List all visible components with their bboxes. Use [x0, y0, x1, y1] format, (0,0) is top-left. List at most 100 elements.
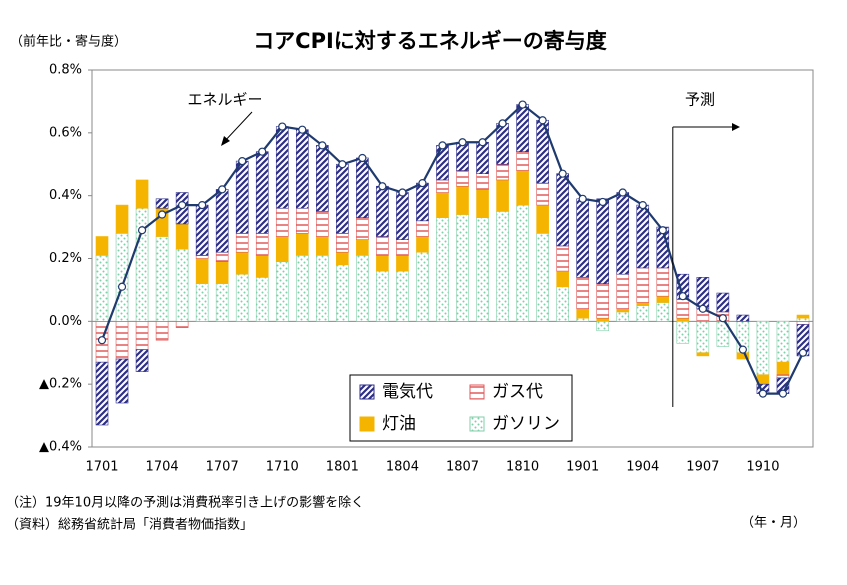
bar-segment: [496, 123, 509, 165]
bar-segment: [736, 314, 750, 322]
bar-segment: [115, 358, 129, 404]
line-point: [478, 138, 487, 147]
bar-segment: [175, 223, 189, 250]
legend-swatch: [469, 416, 485, 432]
legend-box: [349, 374, 573, 442]
bar-segment: [536, 233, 549, 322]
legend-swatch: [359, 416, 375, 432]
bar-segment: [316, 145, 329, 212]
bar-segment: [536, 182, 549, 206]
bar-segment: [476, 173, 489, 190]
line-point: [278, 122, 287, 131]
line-point: [358, 153, 367, 163]
bar-segment: [275, 207, 289, 237]
bar-segment: [396, 270, 409, 322]
bar-segment: [235, 233, 249, 253]
bar-segment: [776, 321, 790, 363]
bar-segment: [235, 251, 249, 275]
line-point: [498, 119, 507, 128]
bar-segment: [175, 248, 189, 322]
y-tick-label: 0.4%: [49, 188, 82, 203]
line-point: [418, 179, 427, 188]
line-point: [758, 389, 768, 398]
x-tick-label: 1910: [746, 460, 779, 475]
bar-segment: [155, 321, 169, 341]
legend-label: ガス代: [492, 382, 543, 402]
bar-segment: [556, 245, 569, 272]
line-point: [198, 200, 207, 210]
line-point: [518, 100, 527, 109]
bar-segment: [175, 321, 189, 328]
bar-segment: [516, 204, 529, 322]
line-point: [178, 200, 187, 210]
y-tick-label: 0.2%: [49, 251, 82, 266]
bar-segment: [496, 179, 509, 212]
line-point: [338, 160, 347, 169]
line-point: [97, 336, 107, 345]
y-tick-label: 0.0%: [49, 314, 82, 329]
bar-segment: [576, 308, 589, 319]
bar-segment: [215, 283, 229, 322]
line-point: [578, 194, 587, 203]
x-tick-label: 1807: [446, 460, 479, 475]
bar-segment: [576, 277, 589, 310]
chart-title: コアCPIに対するエネルギーの寄与度: [253, 29, 607, 53]
line-point: [398, 188, 407, 197]
bar-segment: [255, 233, 269, 256]
x-unit: （年・月）: [741, 516, 806, 531]
legend-label: ガソリン: [492, 414, 560, 434]
bar-segment: [336, 163, 349, 234]
bar-segment: [376, 270, 389, 322]
bar-segment: [195, 255, 209, 259]
annotation: エネルギー: [187, 91, 262, 109]
bar-segment: [95, 255, 109, 322]
bar-segment: [536, 204, 549, 234]
bar-segment: [436, 192, 449, 218]
bar-segment: [596, 317, 610, 322]
line-point: [298, 125, 307, 134]
line-point: [738, 345, 748, 354]
bar-segment: [616, 192, 630, 275]
line-point: [698, 304, 707, 313]
annotation: 予測: [685, 91, 715, 109]
bar-segment: [576, 198, 589, 278]
bar-segment: [336, 251, 349, 266]
line-point: [137, 226, 147, 235]
x-tick-label: 1904: [626, 460, 659, 475]
line-point: [558, 169, 567, 178]
bar-segment: [275, 236, 289, 262]
bar-segment: [295, 207, 309, 234]
bar-segment: [696, 277, 710, 310]
line-point: [618, 188, 627, 197]
bar-segment: [776, 374, 790, 379]
bar-segment: [656, 295, 670, 303]
bar-segment: [576, 317, 589, 322]
legend-label: 電気代: [382, 382, 433, 402]
bar-segment: [295, 255, 309, 322]
bar-segment: [556, 173, 569, 247]
line-point: [378, 182, 387, 191]
bar-segment: [295, 233, 309, 256]
note: （資料）総務省統計局「消費者物価指数」: [6, 517, 253, 533]
bar-segment: [416, 182, 429, 222]
x-tick-label: 1907: [686, 460, 719, 475]
bar-segment: [396, 239, 409, 256]
bar-segment: [336, 264, 349, 322]
bar-segment: [416, 236, 429, 253]
line-point: [798, 348, 808, 357]
bar-segment: [436, 217, 449, 322]
bar-segment: [416, 220, 429, 237]
x-tick-label: 1810: [506, 460, 539, 475]
bar-segment: [195, 204, 209, 256]
legend-swatch: [469, 384, 485, 400]
bar-segment: [476, 141, 489, 174]
line-point: [458, 138, 467, 147]
bar-segment: [95, 236, 109, 256]
bar-segment: [215, 261, 229, 284]
bar-segment: [636, 204, 650, 269]
bar-segment: [636, 305, 650, 322]
bar-segment: [516, 104, 529, 152]
bar-segment: [115, 321, 129, 360]
x-tick-label: 1901: [566, 460, 599, 475]
line-point: [218, 185, 227, 194]
